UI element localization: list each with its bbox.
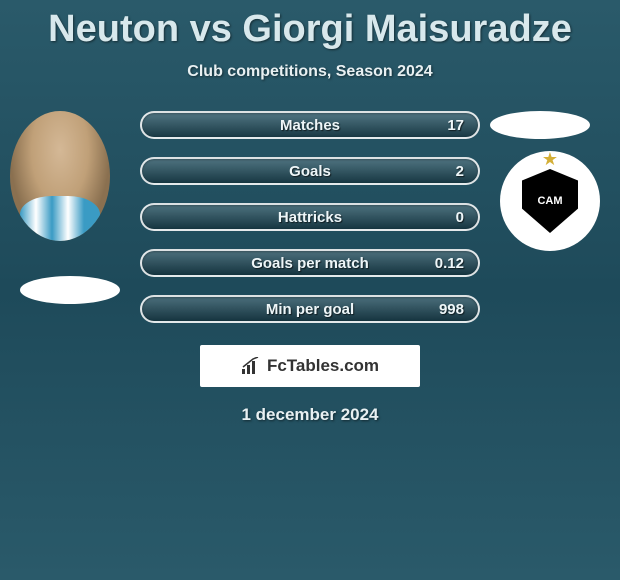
chart-icon — [241, 357, 261, 375]
player-left-avatar — [10, 111, 110, 241]
stat-bar-goals-per-match: Goals per match 0.12 — [140, 249, 480, 277]
player-right-club-badge: CAM — [500, 151, 600, 251]
comparison-panel: CAM Matches 17 Goals 2 Hattricks 0 Goals… — [0, 111, 620, 425]
branding-badge: FcTables.com — [200, 345, 420, 387]
player-left-placeholder-oval — [20, 276, 120, 304]
stat-value: 998 — [439, 301, 464, 318]
stat-label: Goals per match — [251, 255, 369, 272]
stat-value: 0.12 — [435, 255, 464, 272]
branding-text: FcTables.com — [267, 356, 379, 376]
stat-bar-hattricks: Hattricks 0 — [140, 203, 480, 231]
club-shield-icon: CAM — [522, 169, 578, 233]
stat-label: Goals — [289, 163, 331, 180]
stat-value: 0 — [456, 209, 464, 226]
stat-label: Min per goal — [266, 301, 354, 318]
stat-label: Hattricks — [278, 209, 342, 226]
stat-value: 2 — [456, 163, 464, 180]
club-shield-text: CAM — [537, 195, 562, 207]
stat-bar-matches: Matches 17 — [140, 111, 480, 139]
subtitle: Club competitions, Season 2024 — [0, 63, 620, 81]
player-right: CAM — [500, 151, 600, 251]
stat-bar-goals: Goals 2 — [140, 157, 480, 185]
stat-value: 17 — [447, 117, 464, 134]
date-label: 1 december 2024 — [0, 405, 620, 425]
player-left — [10, 111, 110, 241]
page-title: Neuton vs Giorgi Maisuradze — [0, 0, 620, 51]
stats-bars: Matches 17 Goals 2 Hattricks 0 Goals per… — [140, 111, 480, 323]
player-right-placeholder-oval — [490, 111, 590, 139]
stat-bar-min-per-goal: Min per goal 998 — [140, 295, 480, 323]
stat-label: Matches — [280, 117, 340, 134]
